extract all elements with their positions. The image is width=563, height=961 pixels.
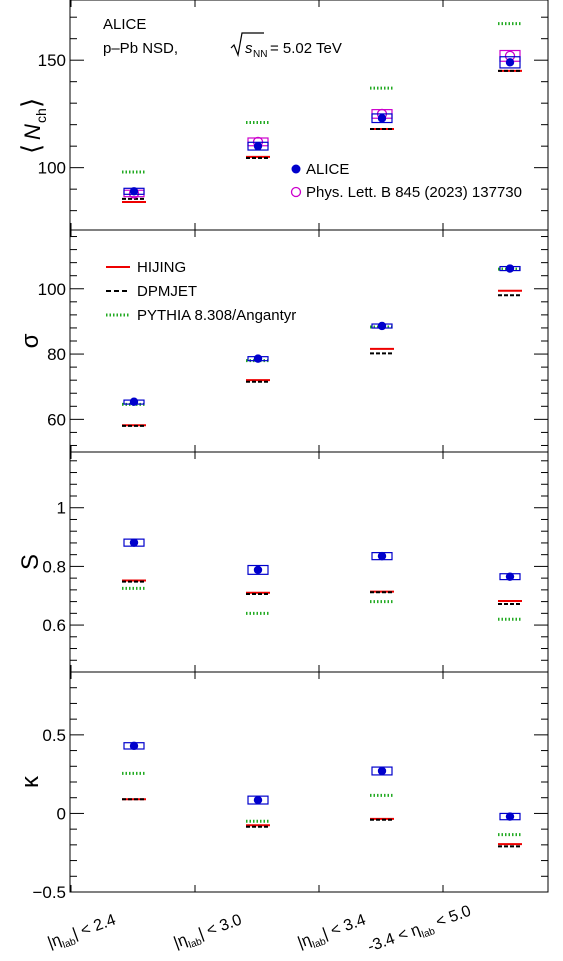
panel-ylabel: S [17, 554, 44, 570]
legend-plb-marker [290, 186, 302, 198]
panel-frame [69, 671, 549, 893]
panel-3: 0.6 0.8 1 S [17, 451, 549, 673]
energy-label: s NN = 5.02 TeV [230, 32, 342, 60]
y-tick-label: 1 [57, 499, 66, 518]
y-tick-label: 0 [57, 804, 66, 823]
panel-4: −0.5 0 0.5 κ [17, 671, 549, 902]
alice-marker [505, 58, 515, 67]
energy-subscript: NN [253, 49, 267, 60]
legend-data: ALICE Phys. Lett. B 845 (2023) 137730 [290, 161, 522, 201]
alice-marker [505, 812, 515, 821]
y-tick-label: 100 [38, 159, 66, 178]
x-axis-labels: |ηlab| < 2.4 |ηlab| < 3.0 |ηlab| < 3.4-3.4… [46, 903, 475, 960]
panels-layer: 100 150 60 80 100 σ 0.6 0.8 1 S −0.5 0 0.5 κ [17, 0, 549, 902]
alice-marker [129, 538, 139, 547]
ylabel-main: N [20, 124, 45, 140]
legend-hijing-label: HIJING [137, 259, 186, 276]
alice-syst-box [499, 56, 521, 69]
y-tick-label: 100 [38, 280, 66, 299]
y-tick-label: 0.5 [42, 726, 66, 745]
y-tick-label: 0.6 [42, 616, 66, 635]
alice-syst-box [247, 564, 269, 575]
y-tick-label: −0.5 [32, 883, 66, 902]
panel-1: 100 150 [38, 0, 549, 231]
sqrt-sign-icon [230, 32, 264, 58]
alice-marker [505, 264, 515, 273]
energy-sqrt-symbol: s [245, 40, 253, 57]
alice-marker [377, 551, 387, 561]
alice-marker [253, 795, 263, 805]
legend-models: HIJING DPMJET PYTHIA 8.308/Angantyr [106, 259, 296, 324]
y-tick-label: 0.8 [42, 557, 66, 576]
legend-alice-label: ALICE [306, 161, 349, 178]
legend-alice-marker [291, 164, 301, 174]
alice-marker [505, 572, 515, 581]
x-category-label: |ηlab| < 3.0 [172, 911, 246, 955]
alice-marker [253, 141, 263, 151]
experiment-label: ALICE [103, 16, 146, 33]
y-tick-label: 60 [47, 410, 66, 429]
legend-dpmjet-label: DPMJET [137, 283, 197, 300]
panel-ylabel: σ [17, 333, 44, 348]
alice-syst-box [371, 113, 393, 124]
alice-marker [253, 565, 263, 575]
system-label: p–Pb NSD, [103, 40, 178, 57]
x-category-label: |ηlab| < 2.4 [46, 911, 120, 955]
legend-plb-label: Phys. Lett. B 845 (2023) 137730 [306, 184, 522, 201]
alice-marker [377, 321, 387, 331]
panel-2: 60 80 100 σ [17, 229, 549, 453]
alice-marker [129, 741, 139, 751]
ylabel-bracket-right: ⟩ [16, 98, 46, 108]
x-category-label: |ηlab| < 3.4 [296, 911, 370, 955]
ylabel-bracket-left: ⟨ [16, 144, 46, 154]
energy-value: = 5.02 TeV [270, 40, 342, 57]
ylabel-sub: ch [33, 108, 49, 123]
panel-1-ylabel: ⟨ N ch ⟩ [16, 98, 49, 154]
legend-pythia-label: PYTHIA 8.308/Angantyr [137, 307, 296, 324]
panel-frame [69, 451, 549, 673]
alice-marker [377, 766, 387, 776]
x-category-label: -3.4 < ηlab < 5.0 [366, 903, 475, 960]
alice-marker [377, 114, 387, 123]
panel-ylabel: κ [17, 775, 44, 788]
alice-marker [253, 354, 263, 363]
alice-marker [129, 187, 139, 196]
alice-marker [129, 397, 139, 406]
y-tick-label: 80 [47, 345, 66, 364]
y-tick-label: 150 [38, 51, 66, 70]
